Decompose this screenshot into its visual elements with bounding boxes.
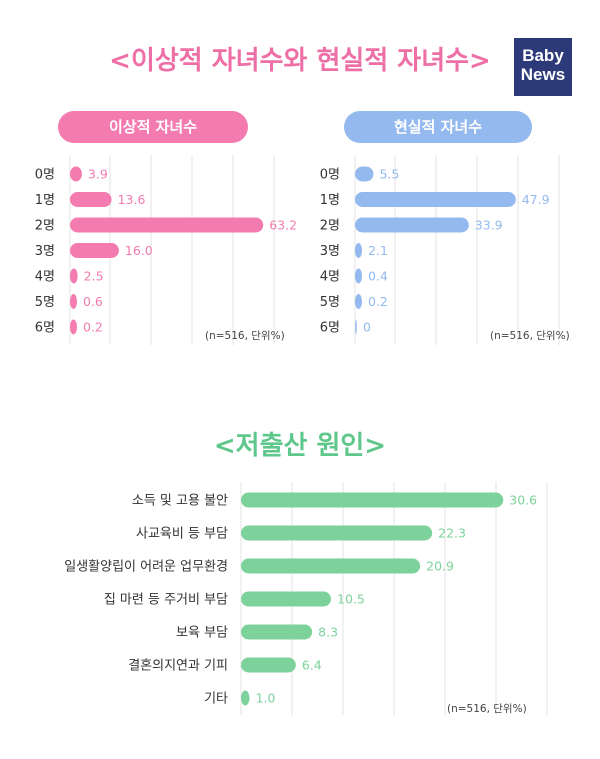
real-category-label: 4명	[320, 270, 340, 285]
cause-bar	[241, 558, 421, 574]
ideal-bar	[70, 243, 119, 258]
ideal-value-label: 0.6	[83, 294, 103, 309]
real-value-label: 2.1	[368, 243, 388, 258]
ideal-bar	[70, 166, 82, 182]
real-bar	[355, 192, 516, 207]
cause-category-label: 보육 부담	[176, 626, 228, 641]
real-bar	[355, 319, 357, 335]
real-category-label: 6명	[320, 321, 340, 336]
ideal-value-label: 16.0	[125, 243, 153, 258]
cause-category-label: 기타	[204, 692, 228, 707]
real-category-label: 1명	[320, 193, 340, 208]
real-bar	[355, 217, 469, 233]
cause-bar	[241, 492, 504, 508]
ideal-bar	[70, 319, 77, 335]
ideal-value-label: 63.2	[269, 218, 297, 233]
ideal-bar	[70, 217, 264, 233]
ideal-category-label: 5명	[35, 295, 55, 310]
real-children-label: 현실적 자녀수	[344, 111, 532, 143]
ideal-category-label: 0명	[35, 168, 55, 183]
cause-category-label: 집 마련 등 주거비 부담	[104, 593, 228, 608]
real-category-label: 0명	[320, 168, 340, 183]
cause-value-label: 6.4	[302, 658, 322, 673]
real-bar	[355, 294, 362, 309]
cause-value-label: 30.6	[509, 493, 537, 508]
ideal-children-label: 이상적 자녀수	[58, 111, 248, 143]
cause-value-label: 1.0	[256, 691, 276, 706]
ideal-value-label: 3.9	[88, 167, 108, 182]
cause-bar	[241, 591, 331, 607]
logo-text-bottom: News	[520, 65, 566, 84]
ideal-value-label: 13.6	[118, 192, 146, 207]
real-category-label: 5명	[320, 295, 340, 310]
ideal-category-label: 6명	[35, 321, 55, 336]
real-value-label: 0.4	[368, 269, 388, 284]
cause-bar	[241, 525, 433, 541]
real-bar	[355, 166, 374, 182]
logo-text-top: Baby	[522, 46, 564, 65]
ideal-category-label: 4명	[35, 270, 55, 285]
cause-category-label: 소득 및 고용 불안	[132, 494, 228, 509]
real-value-label: 33.9	[475, 218, 503, 233]
real-bar	[355, 268, 362, 284]
cause-category-label: 일생활양립이 어려운 업무환경	[64, 560, 228, 575]
cause-bar	[241, 624, 313, 640]
real-value-label: 0	[363, 320, 371, 335]
ideal-sample-note: (n=516, 단위%)	[205, 329, 285, 342]
ideal-category-label: 1명	[35, 193, 55, 208]
real-value-label: 47.9	[522, 192, 550, 207]
real-sample-note: (n=516, 단위%)	[490, 329, 570, 342]
cause-value-label: 20.9	[426, 559, 454, 574]
cause-value-label: 22.3	[438, 526, 466, 541]
cause-sample-note: (n=516, 단위%)	[447, 702, 527, 715]
ideal-value-label: 0.2	[83, 320, 103, 335]
cause-category-label: 결혼의지연과 기피	[128, 659, 228, 674]
cause-category-label: 사교육비 등 부담	[136, 527, 228, 542]
low-birth-causes-title: <저출산 원인>	[213, 431, 387, 461]
ideal-bar	[70, 268, 78, 284]
ideal-category-label: 3명	[35, 244, 55, 259]
real-value-label: 5.5	[379, 167, 399, 182]
cause-bar	[241, 690, 250, 706]
babynews-logo: Baby News	[514, 38, 572, 96]
ideal-bar	[70, 294, 77, 309]
main-title: <이상적 자녀수와 현실적 자녀수>	[109, 46, 491, 76]
real-bar	[355, 243, 363, 258]
real-value-label: 0.2	[368, 294, 388, 309]
real-category-label: 3명	[320, 244, 340, 259]
cause-value-label: 8.3	[318, 625, 338, 640]
ideal-category-label: 2명	[35, 219, 55, 234]
cause-value-label: 10.5	[337, 592, 365, 607]
ideal-bar	[70, 192, 112, 207]
ideal-value-label: 2.5	[84, 269, 104, 284]
real-category-label: 2명	[320, 219, 340, 234]
cause-bar	[241, 657, 296, 673]
